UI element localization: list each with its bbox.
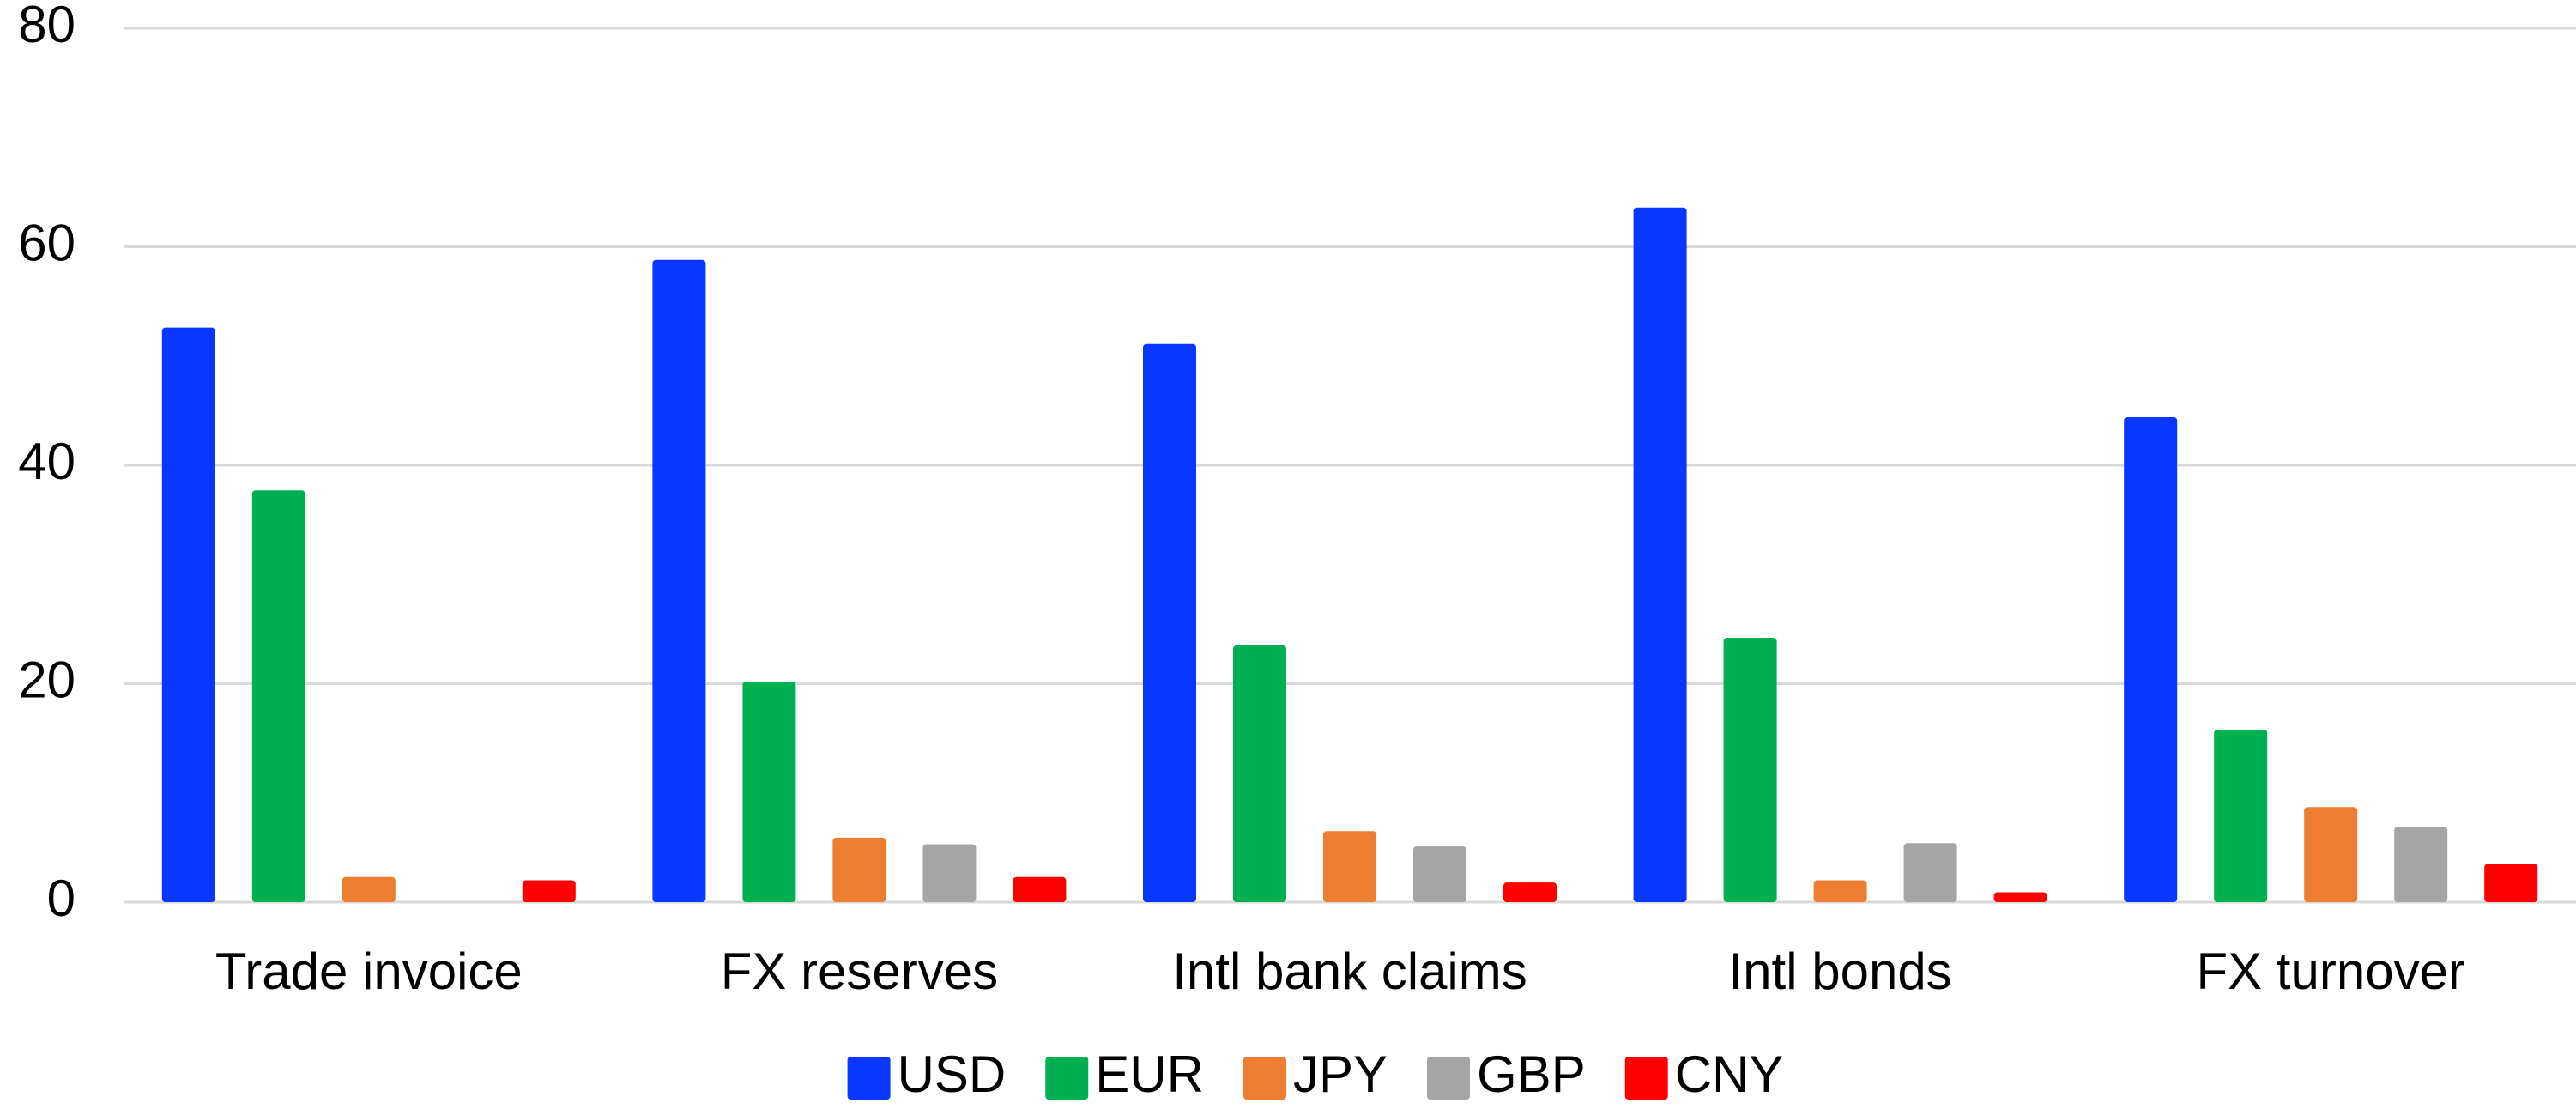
y-tick-label: 40 — [18, 433, 76, 490]
bar — [1323, 831, 1376, 902]
bar — [2124, 417, 2178, 902]
bar — [2484, 864, 2538, 902]
bar — [1813, 880, 1867, 902]
legend-label: CNY — [1675, 1045, 1784, 1103]
bar — [742, 681, 796, 902]
legend-label: USD — [898, 1045, 1007, 1103]
bar — [1233, 645, 1286, 902]
legend-swatch — [1045, 1057, 1089, 1100]
x-tick-label: Trade invoice — [215, 942, 523, 1000]
bar — [1013, 876, 1067, 902]
x-tick-label: Intl bonds — [1729, 942, 1952, 1000]
bar — [251, 490, 305, 902]
bar — [1993, 892, 2047, 902]
bar — [522, 880, 576, 902]
x-tick-label: Intl bank claims — [1172, 942, 1527, 1000]
bar — [2214, 729, 2268, 902]
legend-swatch — [1624, 1057, 1668, 1100]
x-tick-label: FX turnover — [2196, 942, 2464, 1000]
legend-swatch — [1243, 1057, 1286, 1100]
x-tick-label: FX reserves — [721, 942, 998, 1000]
bar — [1413, 846, 1466, 902]
legend-swatch — [1427, 1057, 1471, 1100]
y-tick-label: 0 — [47, 870, 76, 927]
legend-label: JPY — [1293, 1045, 1388, 1103]
bar — [161, 327, 215, 902]
bar — [1723, 638, 1777, 902]
bar — [922, 844, 977, 902]
legend-label: EUR — [1095, 1045, 1204, 1103]
bar — [2304, 807, 2358, 902]
bar — [1633, 207, 1687, 902]
bar — [1503, 882, 1557, 902]
bar — [2394, 827, 2448, 902]
y-tick-label: 60 — [18, 214, 76, 271]
legend-swatch — [847, 1057, 891, 1100]
legend-label: GBP — [1477, 1045, 1586, 1103]
bar — [1143, 343, 1196, 902]
bar — [652, 259, 706, 902]
y-tick-label: 20 — [18, 651, 76, 708]
bar — [832, 837, 886, 902]
bar — [1903, 843, 1957, 902]
y-tick-label: 80 — [18, 0, 76, 53]
bar — [342, 876, 396, 902]
